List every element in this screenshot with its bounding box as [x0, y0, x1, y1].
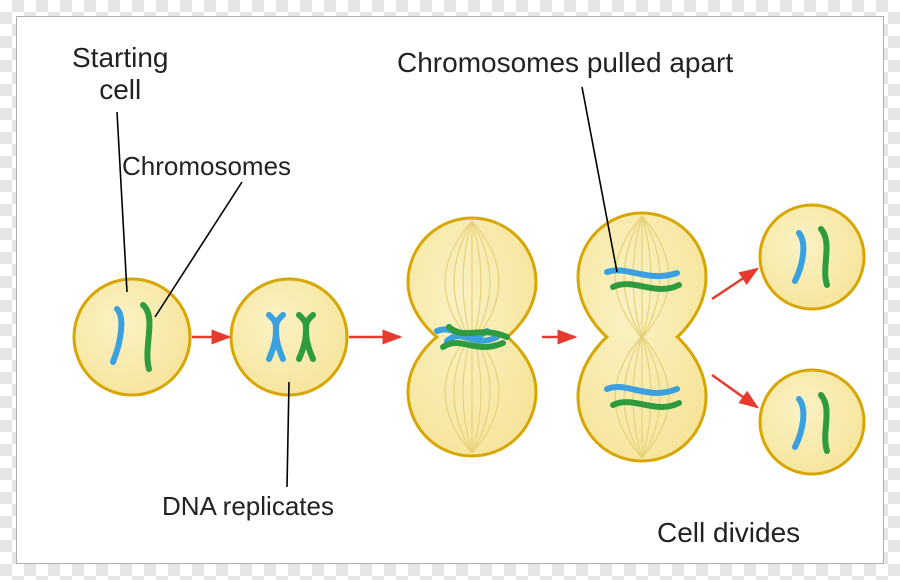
- label-chromosomes: Chromosomes: [122, 152, 291, 182]
- label-cell-divides: Cell divides: [657, 517, 800, 549]
- label-dna-replicates: DNA replicates: [162, 492, 334, 522]
- label-starting-cell: Starting cell: [72, 42, 169, 106]
- diagram-panel: Starting cell Chromosomes DNA replicates…: [16, 16, 884, 564]
- label-pulled-apart: Chromosomes pulled apart: [397, 47, 733, 79]
